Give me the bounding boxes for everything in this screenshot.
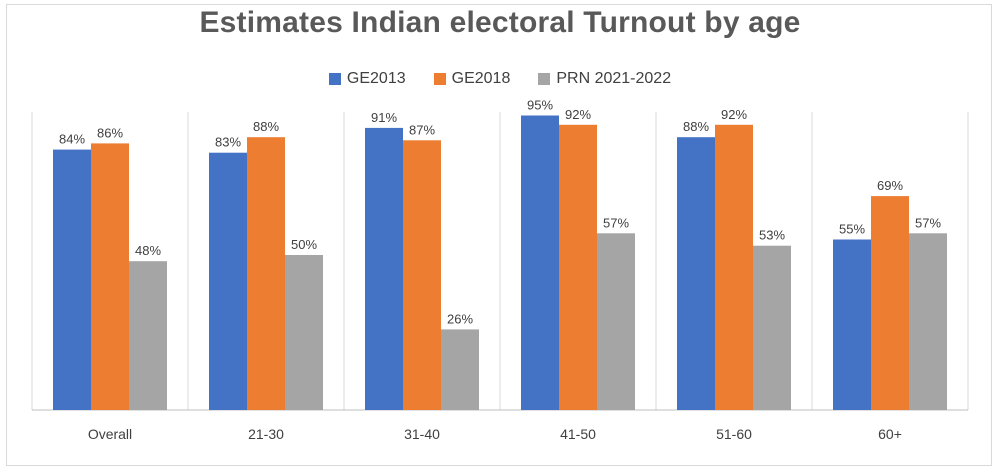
chart-title: Estimates Indian electoral Turnout by ag… <box>199 6 801 39</box>
legend-swatch-ge2018 <box>433 73 446 85</box>
bar-ge2018[interactable] <box>871 196 909 410</box>
bar-prn-2021-2022[interactable] <box>753 245 791 410</box>
bar-prn-2021-2022[interactable] <box>909 233 947 410</box>
data-label-ge2018: 87% <box>409 122 435 137</box>
bar-ge2013[interactable] <box>521 115 559 411</box>
bar-ge2018[interactable] <box>247 137 285 410</box>
data-label-ge2013: 84% <box>59 132 85 147</box>
data-label-ge2018: 69% <box>877 178 903 193</box>
data-label-ge2018: 86% <box>97 125 123 140</box>
data-label-ge2013: 91% <box>371 110 397 125</box>
bar-ge2018[interactable] <box>715 124 753 411</box>
data-label-prn-2021-2022: 50% <box>291 237 317 252</box>
data-label-prn-2021-2022: 57% <box>915 215 941 230</box>
legend-swatch-prn <box>538 73 551 85</box>
bar-prn-2021-2022[interactable] <box>285 255 323 410</box>
data-label-prn-2021-2022: 26% <box>447 311 473 326</box>
data-label-prn-2021-2022: 53% <box>759 228 785 243</box>
x-tick-label: 21-30 <box>248 426 284 442</box>
bar-ge2018[interactable] <box>559 124 597 411</box>
legend-label-prn: PRN 2021-2022 <box>556 70 672 87</box>
bar-prn-2021-2022[interactable] <box>129 261 167 410</box>
legend-item-ge2018[interactable]: GE2018 <box>433 70 511 88</box>
chart-legend: GE2013 GE2018 PRN 2021-2022 <box>0 70 1000 88</box>
data-label-ge2018: 92% <box>565 107 591 122</box>
bar-ge2013[interactable] <box>677 137 715 410</box>
legend-label-ge2013: GE2013 <box>346 70 406 87</box>
x-tick-label: 31-40 <box>404 426 440 442</box>
data-label-prn-2021-2022: 48% <box>135 243 161 258</box>
legend-item-prn[interactable]: PRN 2021-2022 <box>538 70 671 88</box>
legend-item-ge2013[interactable]: GE2013 <box>328 70 406 88</box>
x-tick-label: 51-60 <box>716 426 752 442</box>
data-label-ge2018: 88% <box>253 119 279 134</box>
bar-ge2018[interactable] <box>403 140 441 411</box>
bar-prn-2021-2022[interactable] <box>597 233 635 410</box>
data-label-ge2013: 83% <box>215 135 241 150</box>
data-label-prn-2021-2022: 57% <box>603 215 629 230</box>
bar-ge2013[interactable] <box>209 152 247 410</box>
x-tick-label: 41-50 <box>560 426 596 442</box>
bar-ge2018[interactable] <box>91 143 129 410</box>
data-label-ge2013: 95% <box>527 98 553 113</box>
legend-label-ge2018: GE2018 <box>451 70 511 87</box>
data-label-ge2018: 92% <box>721 107 747 122</box>
bar-ge2013[interactable] <box>833 239 871 411</box>
legend-swatch-ge2013 <box>328 73 341 85</box>
bar-prn-2021-2022[interactable] <box>441 329 479 410</box>
x-tick-label: Overall <box>88 426 132 442</box>
bar-ge2013[interactable] <box>53 149 91 410</box>
data-label-ge2013: 55% <box>839 222 865 237</box>
x-tick-label: 60+ <box>878 426 902 442</box>
bar-ge2013[interactable] <box>365 127 403 411</box>
data-label-ge2013: 88% <box>683 119 709 134</box>
chart-frame <box>6 4 992 466</box>
